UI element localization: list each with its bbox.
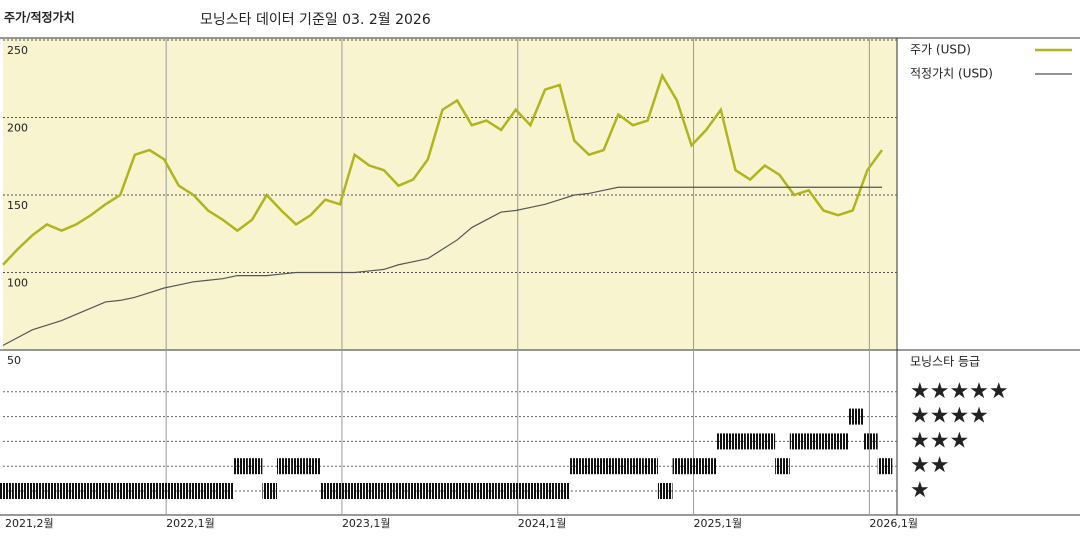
rating-bar [804, 433, 820, 450]
y-tick-label: 50 [7, 354, 21, 367]
rating-bar [394, 483, 409, 499]
chart-title: 모닝스타 데이터 기준일 03. 2월 2026 [200, 12, 431, 28]
rating-bar [452, 483, 468, 499]
rating-bar [511, 483, 527, 499]
rating-bar [760, 433, 776, 450]
rating-bar [833, 433, 849, 450]
series-line [2, 186, 882, 346]
rating-bar [745, 433, 761, 450]
rating-bar [599, 458, 614, 475]
rating-label: ★★★ [910, 428, 969, 453]
rating-bar [687, 458, 702, 475]
rating-bar [408, 483, 424, 499]
rating-bar [306, 458, 321, 475]
rating-bar [0, 483, 14, 499]
rating-label: ★ [910, 478, 930, 503]
rating-bar [584, 458, 600, 475]
rating-bar [218, 483, 234, 499]
rating-bar [775, 458, 790, 475]
rating-bar [71, 483, 87, 499]
series-line [2, 72, 884, 266]
rating-bar [145, 483, 160, 499]
rating-bar [189, 483, 204, 499]
rating-label: ★★★★ [910, 404, 989, 429]
rating-bar [438, 483, 453, 499]
rating-bar [86, 483, 102, 499]
rating-bar [789, 433, 805, 450]
y-tick-label: 250 [7, 44, 28, 57]
rating-bar [701, 458, 717, 475]
x-tick-label: 2022,1월 [166, 517, 215, 530]
rating-bar [277, 458, 292, 475]
rating-bar [628, 458, 644, 475]
rating-bar [482, 483, 497, 499]
rating-bar [247, 458, 263, 475]
rating-bar [819, 433, 834, 450]
rating-bar [613, 458, 629, 475]
rating-bar [570, 458, 585, 475]
rating-bar [233, 458, 248, 475]
rating-label: ★★★★★ [910, 379, 1009, 404]
panel-label: 주가/적정가치 [4, 10, 75, 25]
rating-bar [27, 483, 43, 499]
rating-bar [364, 483, 380, 499]
x-tick-label: 2025,1월 [694, 517, 743, 530]
rating-label: ★★ [910, 453, 949, 478]
rating-bar [101, 483, 116, 499]
rating-bar [350, 483, 365, 499]
rating-bar [555, 483, 571, 499]
rating-bar [877, 458, 893, 475]
x-tick-label: 2024,1월 [518, 517, 567, 530]
rating-bar [526, 483, 541, 499]
rating-bar [863, 433, 878, 450]
rating-bar [848, 408, 864, 425]
y-tick-label: 150 [7, 199, 28, 212]
rating-bar [174, 483, 190, 499]
rating-bar [320, 483, 336, 499]
rating-bar [57, 483, 72, 499]
y-tick-label: 100 [7, 277, 28, 290]
rating-bar [13, 483, 28, 499]
rating-bar [496, 483, 512, 499]
rating-bar [657, 483, 673, 499]
rating-bar [335, 483, 351, 499]
legend-label: 적정가치 (USD) [910, 67, 993, 81]
legend-label: 주가 (USD) [910, 43, 971, 57]
rating-bar [379, 483, 395, 499]
rating-bar [716, 433, 732, 450]
rating-bar [291, 458, 307, 475]
rating-bar [643, 458, 658, 475]
y-tick-label: 200 [7, 122, 28, 135]
rating-bar [159, 483, 175, 499]
rating-bar [203, 483, 219, 499]
rating-bar [423, 483, 439, 499]
rating-bar [130, 483, 146, 499]
rating-bar [262, 483, 278, 499]
x-tick-label: 2023,1월 [342, 517, 391, 530]
x-tick-label: 2021,2월 [5, 517, 54, 530]
plot-background [3, 38, 897, 350]
rating-bar [540, 483, 556, 499]
rating-bar [672, 458, 688, 475]
rating-bar [115, 483, 131, 499]
rating-bar [42, 483, 58, 499]
rating-bar [467, 483, 483, 499]
rating-bar [731, 433, 746, 450]
x-tick-label: 2026,1월 [869, 517, 918, 530]
rating-title: 모닝스타 등급 [910, 355, 980, 369]
